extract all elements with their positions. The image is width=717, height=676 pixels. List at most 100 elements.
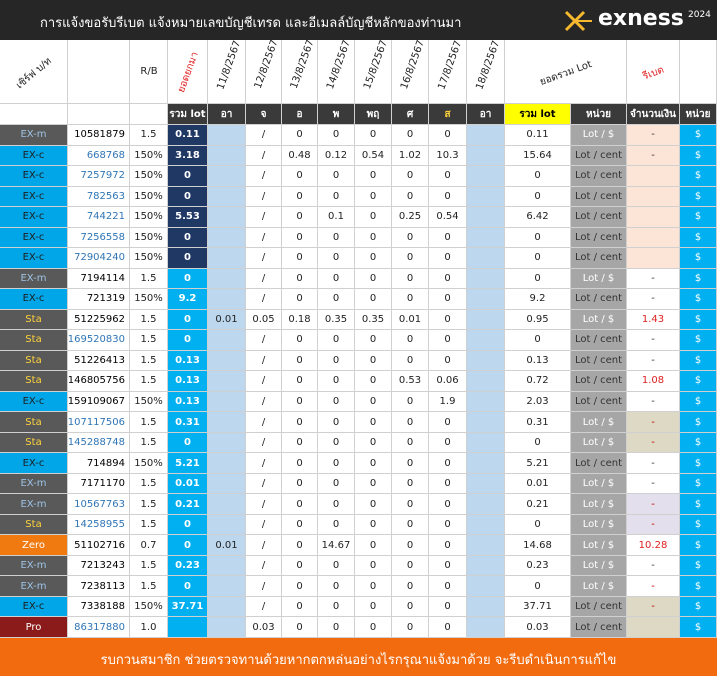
table-cell [467,207,505,228]
table-cell: Sta [0,350,68,372]
table-cell: / [246,227,282,249]
table-cell: 0 [505,268,571,290]
table-cell [208,432,246,454]
subheader-cell: อ [282,104,318,125]
table-cell: $ [680,289,717,310]
table-cell: 0 [392,596,429,618]
table-cell: 1.02 [392,145,429,167]
table-cell [208,125,246,146]
table-cell: Lot / cent [571,371,627,392]
table-cell: 145288748 [68,432,130,454]
table-cell: Lot / cent [571,227,627,249]
table-cell: Sta [0,412,68,433]
table-cell: 0 [318,617,355,638]
table-cell: 0.25 [392,207,429,228]
table-cell: 0 [392,125,429,146]
table-cell [467,350,505,372]
table-cell: $ [680,473,717,495]
table-cell: $ [680,371,717,392]
header-cell [168,40,208,104]
table-cell: 0.31 [168,412,208,433]
table-cell: 0 [392,555,429,577]
table-cell: Lot / cent [571,248,627,269]
table-cell: 1.08 [627,371,680,392]
table-cell: 86317880 [68,617,130,638]
table-cell: Lot / cent [571,391,627,413]
subheader-cell: รวม lot [505,104,571,125]
subheader-cell: ศ [392,104,429,125]
table-cell: 0 [429,432,467,454]
table-cell: 0 [318,350,355,372]
table-cell: $ [680,617,717,638]
table-cell: 0 [318,473,355,495]
table-cell [208,207,246,228]
table-cell: 0 [282,432,318,454]
table-cell: / [246,412,282,433]
table-cell [627,248,680,269]
table-cell: 0.53 [392,371,429,392]
table-cell: EX-m [0,473,68,495]
table-cell: 0 [355,494,392,515]
subheader-cell: จำนวนเงิน [627,104,680,125]
table-cell: 0 [429,617,467,638]
logo-icon [564,10,592,32]
header-cell [0,40,68,104]
logo: exness [598,6,684,31]
table-cell: 0.03 [505,617,571,638]
table-cell: 0.72 [505,371,571,392]
table-cell: 5.21 [168,453,208,474]
table-cell [208,412,246,433]
table-cell: 0 [282,350,318,372]
table-cell [467,186,505,208]
table-cell: 0 [392,535,429,556]
table-cell: 0 [318,576,355,597]
table-cell: 0 [318,391,355,413]
table-cell: 668768 [68,145,130,167]
table-cell [467,473,505,495]
table-cell: 1.43 [627,309,680,331]
table-cell: - [627,432,680,454]
table-cell: - [627,125,680,146]
header-cell [208,40,246,104]
table-cell: 150% [130,391,168,413]
table-cell [208,227,246,249]
table-cell: Lot / $ [571,432,627,454]
table-cell: 1.5 [130,268,168,290]
table-cell: 0 [282,555,318,577]
table-cell [208,166,246,187]
table-cell: EX-c [0,391,68,413]
table-cell: 0 [505,330,571,351]
table-cell: 0 [355,412,392,433]
table-cell: 1.5 [130,473,168,495]
table-cell: Lot / $ [571,576,627,597]
table-cell [208,596,246,618]
table-cell: 0 [429,289,467,310]
table-cell: 0 [355,268,392,290]
table-cell: 0 [429,248,467,269]
table-cell: 0 [429,268,467,290]
table-cell: 150% [130,186,168,208]
table-cell: EX-c [0,145,68,167]
table-cell: / [246,166,282,187]
table-cell [627,617,680,638]
table-cell: 14258955 [68,514,130,536]
table-cell: Lot / $ [571,473,627,495]
table-cell: $ [680,494,717,515]
subheader-cell [68,104,130,125]
table-cell: 0 [429,350,467,372]
table-cell: / [246,248,282,269]
table-cell: 0.21 [505,494,571,515]
subheader-cell: ส [429,104,467,125]
table-cell: / [246,432,282,454]
table-cell: 0 [429,412,467,433]
table-cell: 0 [282,473,318,495]
table-cell [208,330,246,351]
table-cell: 0 [392,473,429,495]
table-cell: 0 [392,494,429,515]
table-cell: EX-c [0,207,68,228]
table-cell [467,268,505,290]
table-cell: 0 [282,371,318,392]
table-cell: $ [680,125,717,146]
table-cell: Sta [0,371,68,392]
table-cell: 0.54 [355,145,392,167]
